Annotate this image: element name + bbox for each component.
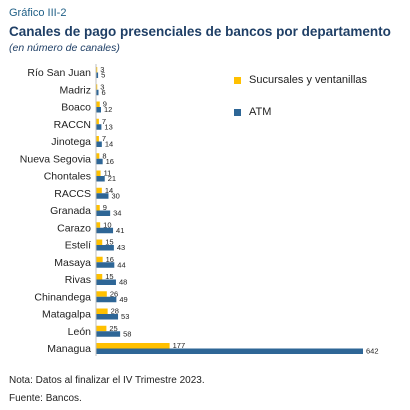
figure-label: Gráfico III-2 [9,7,67,19]
bar-atm-raccs [96,193,109,199]
data-label-atm-chinandega: 49 [119,295,127,304]
data-label-atm-boaco: 12 [104,105,112,114]
bar-atm-managua [96,348,363,354]
data-label-sucursales-masaya: 16 [106,255,114,264]
data-label-sucursales-granada: 9 [103,203,107,212]
category-label-nueva-segovia: Nueva Segovia [20,153,91,165]
bar-sucursales-nueva-segovia [96,153,100,159]
data-label-atm-managua: 642 [366,347,379,356]
bar-atm-raccn [96,124,102,130]
bar-sucursales-rio-san-juan [96,67,98,73]
bar-sucursales-raccn [96,118,99,125]
category-label-jinotega: Jinotega [51,136,91,148]
bar-sucursales-carazo [96,222,101,228]
data-label-atm-chontales: 21 [108,174,116,183]
bar-sucursales-managua [96,343,170,349]
bar-atm-chontales [96,176,105,182]
legend: Sucursales y ventanillas ATM [234,72,367,136]
data-label-sucursales-matagalpa: 28 [111,307,119,316]
chart-subtitle: (en número de canales) [9,42,120,54]
data-label-sucursales-raccn: 7 [102,117,106,126]
category-label-esteli: Estelí [65,240,91,252]
bar-atm-rio-san-juan [96,72,99,78]
category-label-leon: León [68,326,92,338]
category-label-chinandega: Chinandega [34,291,91,303]
category-label-raccs: RACCS [54,188,91,200]
data-label-sucursales-managua: 177 [173,341,186,350]
category-label-boaco: Boaco [61,102,91,114]
data-label-sucursales-carazo: 10 [103,220,111,229]
bar-sucursales-matagalpa [96,308,108,314]
bar-sucursales-rivas [96,274,103,280]
category-label-matagalpa: Matagalpa [42,309,91,321]
category-label-carazo: Carazo [57,222,91,234]
bar-sucursales-esteli [96,239,103,245]
legend-swatch-atm [234,108,241,116]
category-label-managua: Managua [47,343,91,355]
bar-atm-masaya [96,262,115,268]
bar-atm-esteli [96,245,114,251]
data-label-sucursales-nueva-segovia: 8 [102,151,106,160]
bar-sucursales-madriz [96,84,98,90]
bar-sucursales-jinotega [96,136,99,142]
legend-label-atm: ATM [249,106,272,118]
data-label-atm-raccs: 30 [111,191,119,200]
chart-note: Nota: Datos al finalizar el IV Trimestre… [9,375,205,386]
data-label-atm-rivas: 48 [119,278,127,287]
legend-label-sucursales: Sucursales y ventanillas [249,74,368,86]
bar-sucursales-chinandega [96,291,107,297]
bar-atm-jinotega [96,141,102,147]
category-label-madriz: Madriz [59,84,91,96]
legend-item-sucursales: Sucursales y ventanillas [234,72,367,88]
data-label-atm-nueva-segovia: 16 [106,157,114,166]
data-label-atm-esteli: 43 [117,243,125,252]
bar-atm-madriz [96,89,99,96]
data-label-sucursales-esteli: 15 [105,238,113,247]
legend-swatch-sucursales [234,76,241,84]
data-label-sucursales-raccs: 14 [105,186,113,195]
chart-source: Fuente: Bancos. [9,393,82,404]
data-label-sucursales-jinotega: 7 [102,134,106,143]
data-label-atm-jinotega: 14 [105,140,113,149]
data-label-sucursales-rio-san-juan: 3 [100,65,104,74]
data-label-atm-raccn: 13 [104,122,112,131]
data-label-sucursales-madriz: 3 [100,82,104,91]
category-label-rivas: Rivas [65,274,91,286]
data-label-atm-masaya: 44 [117,260,125,269]
chart-title: Canales de pago presenciales de bancos p… [9,24,391,39]
data-label-sucursales-chinandega: 26 [110,289,118,298]
data-label-atm-madriz: 6 [101,88,105,97]
legend-item-atm: ATM [234,104,367,120]
data-label-sucursales-rivas: 15 [105,272,113,281]
bar-sucursales-masaya [96,256,103,263]
bar-sucursales-leon [96,325,107,332]
data-label-sucursales-leon: 25 [109,324,117,333]
bar-sucursales-granada [96,205,100,211]
category-label-masaya: Masaya [54,257,91,269]
bar-atm-matagalpa [96,314,119,320]
bar-sucursales-raccs [96,187,102,194]
data-label-sucursales-boaco: 9 [103,100,107,109]
bar-atm-chinandega [96,296,117,303]
bar-atm-leon [96,331,121,337]
data-label-atm-matagalpa: 53 [121,312,129,321]
data-label-atm-carazo: 41 [116,226,124,235]
data-label-sucursales-chontales: 11 [104,169,112,178]
category-label-chontales: Chontales [44,171,91,183]
category-label-granada: Granada [50,205,91,217]
bar-atm-boaco [96,107,101,113]
bar-atm-rivas [96,279,116,285]
bar-sucursales-chontales [96,170,101,176]
bar-atm-nueva-segovia [96,158,103,165]
bar-atm-carazo [96,227,114,234]
data-label-atm-granada: 34 [113,209,121,218]
category-label-rio-san-juan: Río San Juan [27,67,91,79]
data-label-atm-leon: 58 [123,329,131,338]
category-label-raccn: RACCN [54,119,91,131]
data-label-atm-rio-san-juan: 5 [101,71,105,80]
bar-sucursales-boaco [96,101,100,107]
bar-atm-granada [96,210,111,216]
